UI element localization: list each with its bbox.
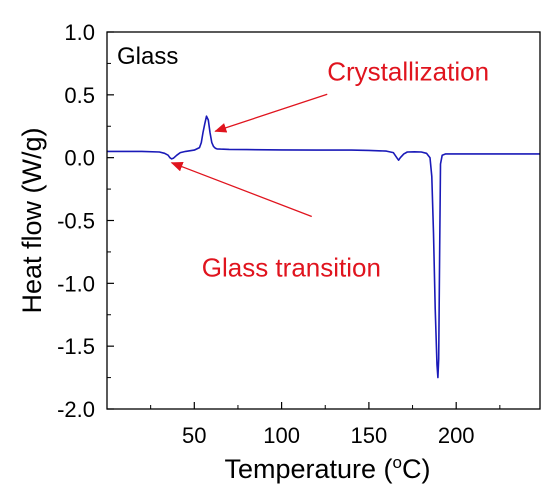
y-tick-label: 0.0: [64, 146, 95, 171]
plot-frame: [106, 31, 541, 410]
x-axis-label: Temperature (oC): [224, 453, 430, 484]
y-tick-label: -1.0: [57, 271, 95, 296]
y-tick-label: -2.0: [57, 397, 95, 422]
axis-ticks: [107, 31, 501, 410]
annotation-arrow: [170, 161, 312, 218]
annotation-arrow: [214, 93, 328, 133]
y-axis-label: Heat flow (W/g): [17, 127, 47, 313]
annotations: Crystallization Glass transition: [170, 56, 489, 283]
annotation-label: Glass transition: [202, 253, 381, 283]
y-tick-label: -0.5: [57, 209, 95, 234]
axis-tick-labels: 1.0 0.5 0.0 -0.5 -1.0 -1.5 -2.0 50 100 150 200: [57, 20, 474, 448]
y-tick-label: -1.5: [57, 334, 95, 359]
y-tick-label: 0.5: [64, 83, 95, 108]
y-tick-label: 1.0: [64, 20, 95, 45]
x-tick-label: 150: [351, 423, 388, 448]
x-tick-label: 50: [182, 423, 206, 448]
x-tick-label: 100: [263, 423, 300, 448]
x-tick-label: 200: [438, 423, 475, 448]
inset-label: Glass: [117, 43, 178, 70]
series-line: [107, 115, 540, 379]
annotation-label: Crystallization: [327, 56, 489, 86]
